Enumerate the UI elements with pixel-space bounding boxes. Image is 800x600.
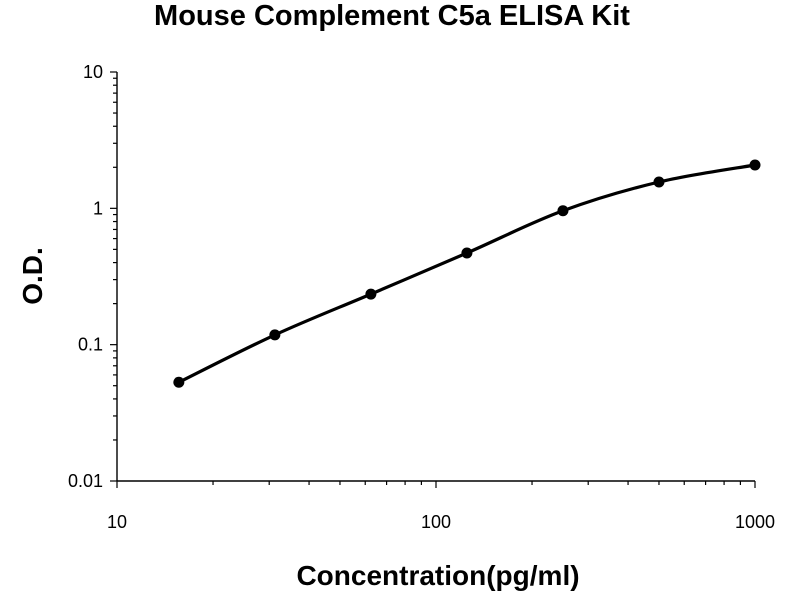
standard-curve-line <box>178 163 756 384</box>
chart-title: Mouse Complement C5a ELISA Kit <box>154 0 630 32</box>
data-point <box>365 288 377 300</box>
data-points <box>173 159 761 388</box>
y-axis-ticks: 0.01 0.1 1 10 <box>68 62 117 491</box>
x-tick-label: 10 <box>107 512 127 532</box>
y-tick-label: 10 <box>83 62 103 82</box>
y-tick-label: 0.1 <box>78 335 103 355</box>
data-point <box>269 329 281 341</box>
y-axis-label: O.D. <box>17 247 48 305</box>
x-axis-label: Concentration(pg/ml) <box>296 560 579 591</box>
y-tick-label: 0.01 <box>68 471 103 491</box>
x-tick-label: 1000 <box>735 512 775 532</box>
data-point <box>173 376 185 388</box>
data-point <box>653 176 665 188</box>
y-tick-label: 1 <box>93 198 103 218</box>
data-point <box>461 247 473 259</box>
data-point <box>557 205 569 217</box>
x-tick-label: 100 <box>421 512 451 532</box>
data-point <box>749 159 761 171</box>
x-axis-ticks: 10 100 1000 <box>107 481 775 532</box>
